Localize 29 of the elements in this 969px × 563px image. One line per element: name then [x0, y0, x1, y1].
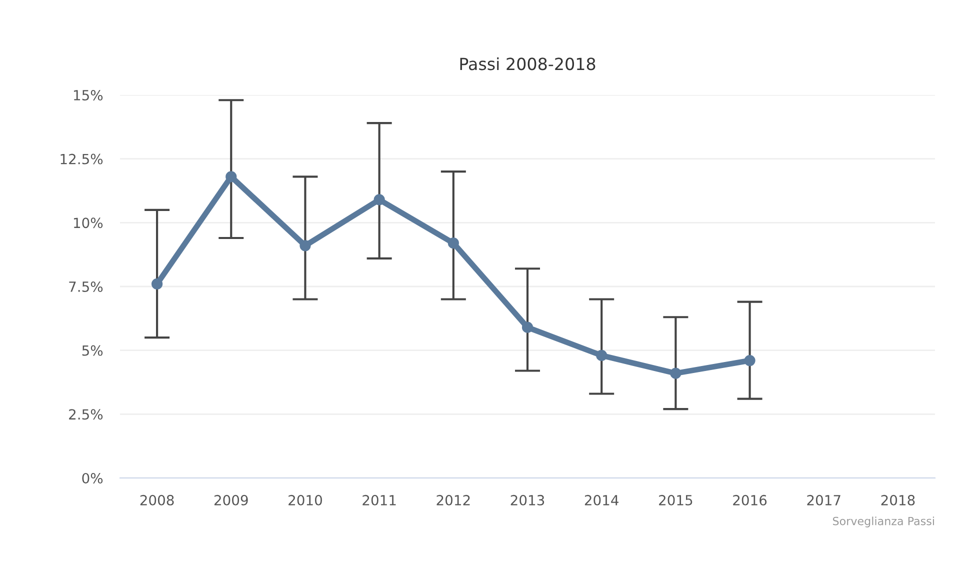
- point: [300, 240, 311, 252]
- y-tick-label: 15%: [74, 90, 103, 100]
- x-tick-label: 2018: [881, 494, 915, 506]
- point: [151, 278, 163, 290]
- y-tick-label: 2.5%: [69, 409, 103, 420]
- point: [226, 171, 237, 182]
- x-tick-label: 2008: [140, 494, 174, 506]
- point: [596, 350, 608, 361]
- y-tick-label: 5%: [82, 345, 103, 356]
- x-tick-label: 2017: [807, 494, 840, 506]
- x-tick-label: 2012: [436, 494, 470, 506]
- y-tick-label: 7.5%: [69, 281, 103, 292]
- point: [744, 354, 756, 366]
- y-tick-label: 10%: [74, 218, 103, 228]
- y-tick-label: 0%: [82, 472, 103, 484]
- x-tick-label: 2014: [584, 494, 618, 506]
- x-tick-label: 2011: [362, 494, 396, 506]
- point: [522, 322, 534, 333]
- x-tick-label: 2009: [214, 494, 248, 506]
- x-tick-label: 2010: [288, 494, 322, 506]
- chart-title: Passi 2008-2018: [460, 57, 596, 70]
- x-tick-label: 2015: [659, 494, 692, 506]
- point: [670, 368, 682, 379]
- x-tick-label: 2016: [733, 494, 767, 506]
- point: [374, 194, 385, 206]
- x-tick-label: 2013: [510, 494, 544, 506]
- y-tick-label: 12.5%: [60, 154, 103, 164]
- text: Sorveglianza Passi: [832, 516, 934, 528]
- point: [448, 238, 459, 249]
